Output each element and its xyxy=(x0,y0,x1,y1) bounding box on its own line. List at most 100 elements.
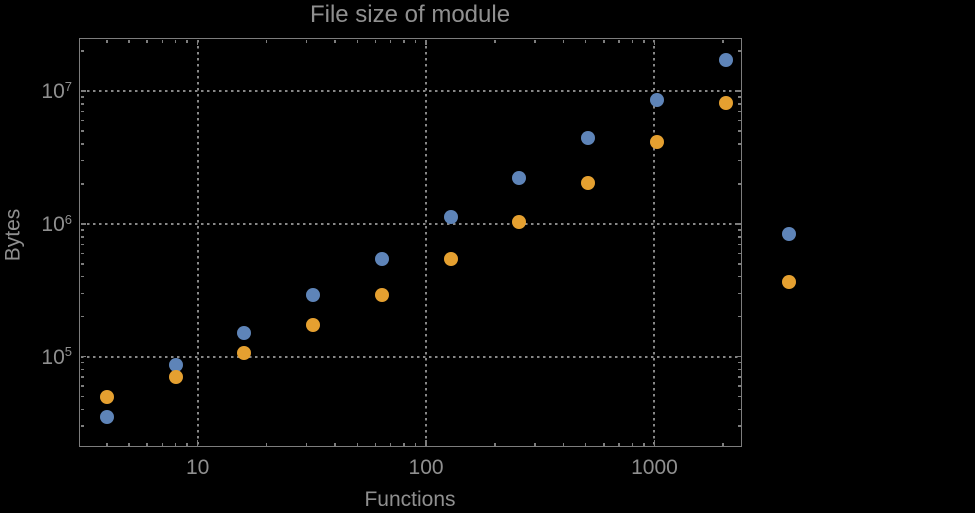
x-tick xyxy=(186,39,188,43)
y-tick xyxy=(737,183,741,185)
x-tick xyxy=(265,442,268,446)
data-point-blue-2048 xyxy=(718,53,733,68)
x-tick xyxy=(425,440,427,446)
y-tick xyxy=(737,292,741,295)
data-point-orange-3900 xyxy=(782,275,797,290)
y-tick xyxy=(80,96,84,98)
x-tick xyxy=(722,442,724,446)
y-tick xyxy=(735,223,741,225)
x-tick xyxy=(161,442,163,446)
x-tick xyxy=(186,442,188,446)
data-point-blue-16 xyxy=(237,326,252,341)
gridline-y-10e6 xyxy=(80,222,741,225)
data-point-blue-128 xyxy=(443,210,458,225)
data-point-orange-256 xyxy=(512,215,527,230)
plot-frame xyxy=(79,38,742,447)
y-tick xyxy=(737,385,741,387)
x-tick xyxy=(146,442,148,446)
y-tick xyxy=(737,159,741,162)
y-tick xyxy=(737,50,741,52)
chart-title: File size of module xyxy=(309,1,511,28)
y-tick xyxy=(737,376,741,378)
y-tick xyxy=(80,159,84,162)
x-tick xyxy=(631,39,634,43)
data-point-orange-2048 xyxy=(718,96,733,111)
y-tick xyxy=(737,103,741,105)
y-tick xyxy=(80,275,84,278)
y-tick xyxy=(737,408,741,411)
y-tick xyxy=(737,110,741,113)
y-tick xyxy=(80,395,84,398)
y-tick xyxy=(737,236,741,238)
x-tick xyxy=(643,442,645,446)
x-tick xyxy=(603,442,605,446)
x-tick xyxy=(603,39,605,43)
y-tick xyxy=(80,315,84,318)
x-tick xyxy=(653,440,656,446)
y-tick xyxy=(80,130,84,132)
x-tick xyxy=(403,442,405,446)
y-tick xyxy=(737,119,741,122)
x-tick xyxy=(414,39,417,43)
x-tick xyxy=(562,442,565,446)
y-tick-label-10e6: 106 xyxy=(41,211,72,237)
data-point-blue-256 xyxy=(512,171,527,186)
x-tick xyxy=(389,442,392,446)
x-tick xyxy=(128,39,130,43)
x-tick xyxy=(374,39,377,43)
data-point-orange-8 xyxy=(168,370,183,385)
x-tick xyxy=(494,442,496,446)
gridline-y-10e5 xyxy=(80,355,741,358)
y-tick xyxy=(735,355,741,358)
data-point-blue-4 xyxy=(99,410,114,425)
data-point-orange-1024 xyxy=(649,135,664,150)
y-tick xyxy=(80,90,86,92)
y-tick xyxy=(737,315,741,318)
y-tick xyxy=(80,50,84,52)
y-tick xyxy=(80,110,84,113)
x-tick xyxy=(534,442,536,446)
x-tick xyxy=(425,39,427,45)
gridline-x-1000 xyxy=(653,39,656,446)
y-tick xyxy=(80,103,84,105)
x-axis-label: Functions xyxy=(364,488,456,511)
data-point-orange-16 xyxy=(237,345,252,360)
x-tick xyxy=(534,39,536,43)
y-tick xyxy=(737,243,741,246)
x-tick xyxy=(174,39,177,43)
x-tick xyxy=(128,442,130,446)
y-tick xyxy=(80,263,84,265)
x-tick-label-1000: 1000 xyxy=(631,455,678,479)
x-tick xyxy=(631,442,634,446)
y-tick xyxy=(80,376,84,378)
x-tick-label-100: 100 xyxy=(408,455,444,479)
x-tick xyxy=(618,39,620,43)
data-point-orange-64 xyxy=(374,287,389,302)
y-tick xyxy=(80,143,84,145)
x-tick xyxy=(305,39,308,43)
gridline-x-10 xyxy=(196,39,199,446)
x-tick xyxy=(356,442,359,446)
x-tick xyxy=(106,39,108,43)
x-tick xyxy=(106,442,108,446)
x-tick xyxy=(305,442,308,446)
y-tick xyxy=(80,368,84,371)
y-tick xyxy=(80,385,84,387)
y-tick xyxy=(737,368,741,371)
y-tick xyxy=(737,425,741,427)
x-tick xyxy=(196,440,199,446)
y-tick xyxy=(737,275,741,278)
y-tick xyxy=(80,425,84,427)
data-point-blue-3900 xyxy=(782,227,797,242)
x-tick xyxy=(618,442,620,446)
y-tick xyxy=(80,236,84,238)
x-tick xyxy=(653,39,656,45)
data-point-blue-32 xyxy=(306,288,321,303)
y-tick xyxy=(80,119,84,122)
y-tick xyxy=(735,90,741,92)
x-tick xyxy=(389,39,392,43)
y-tick xyxy=(80,183,84,185)
y-tick xyxy=(737,130,741,132)
y-tick xyxy=(737,229,741,231)
data-point-orange-32 xyxy=(306,318,321,333)
